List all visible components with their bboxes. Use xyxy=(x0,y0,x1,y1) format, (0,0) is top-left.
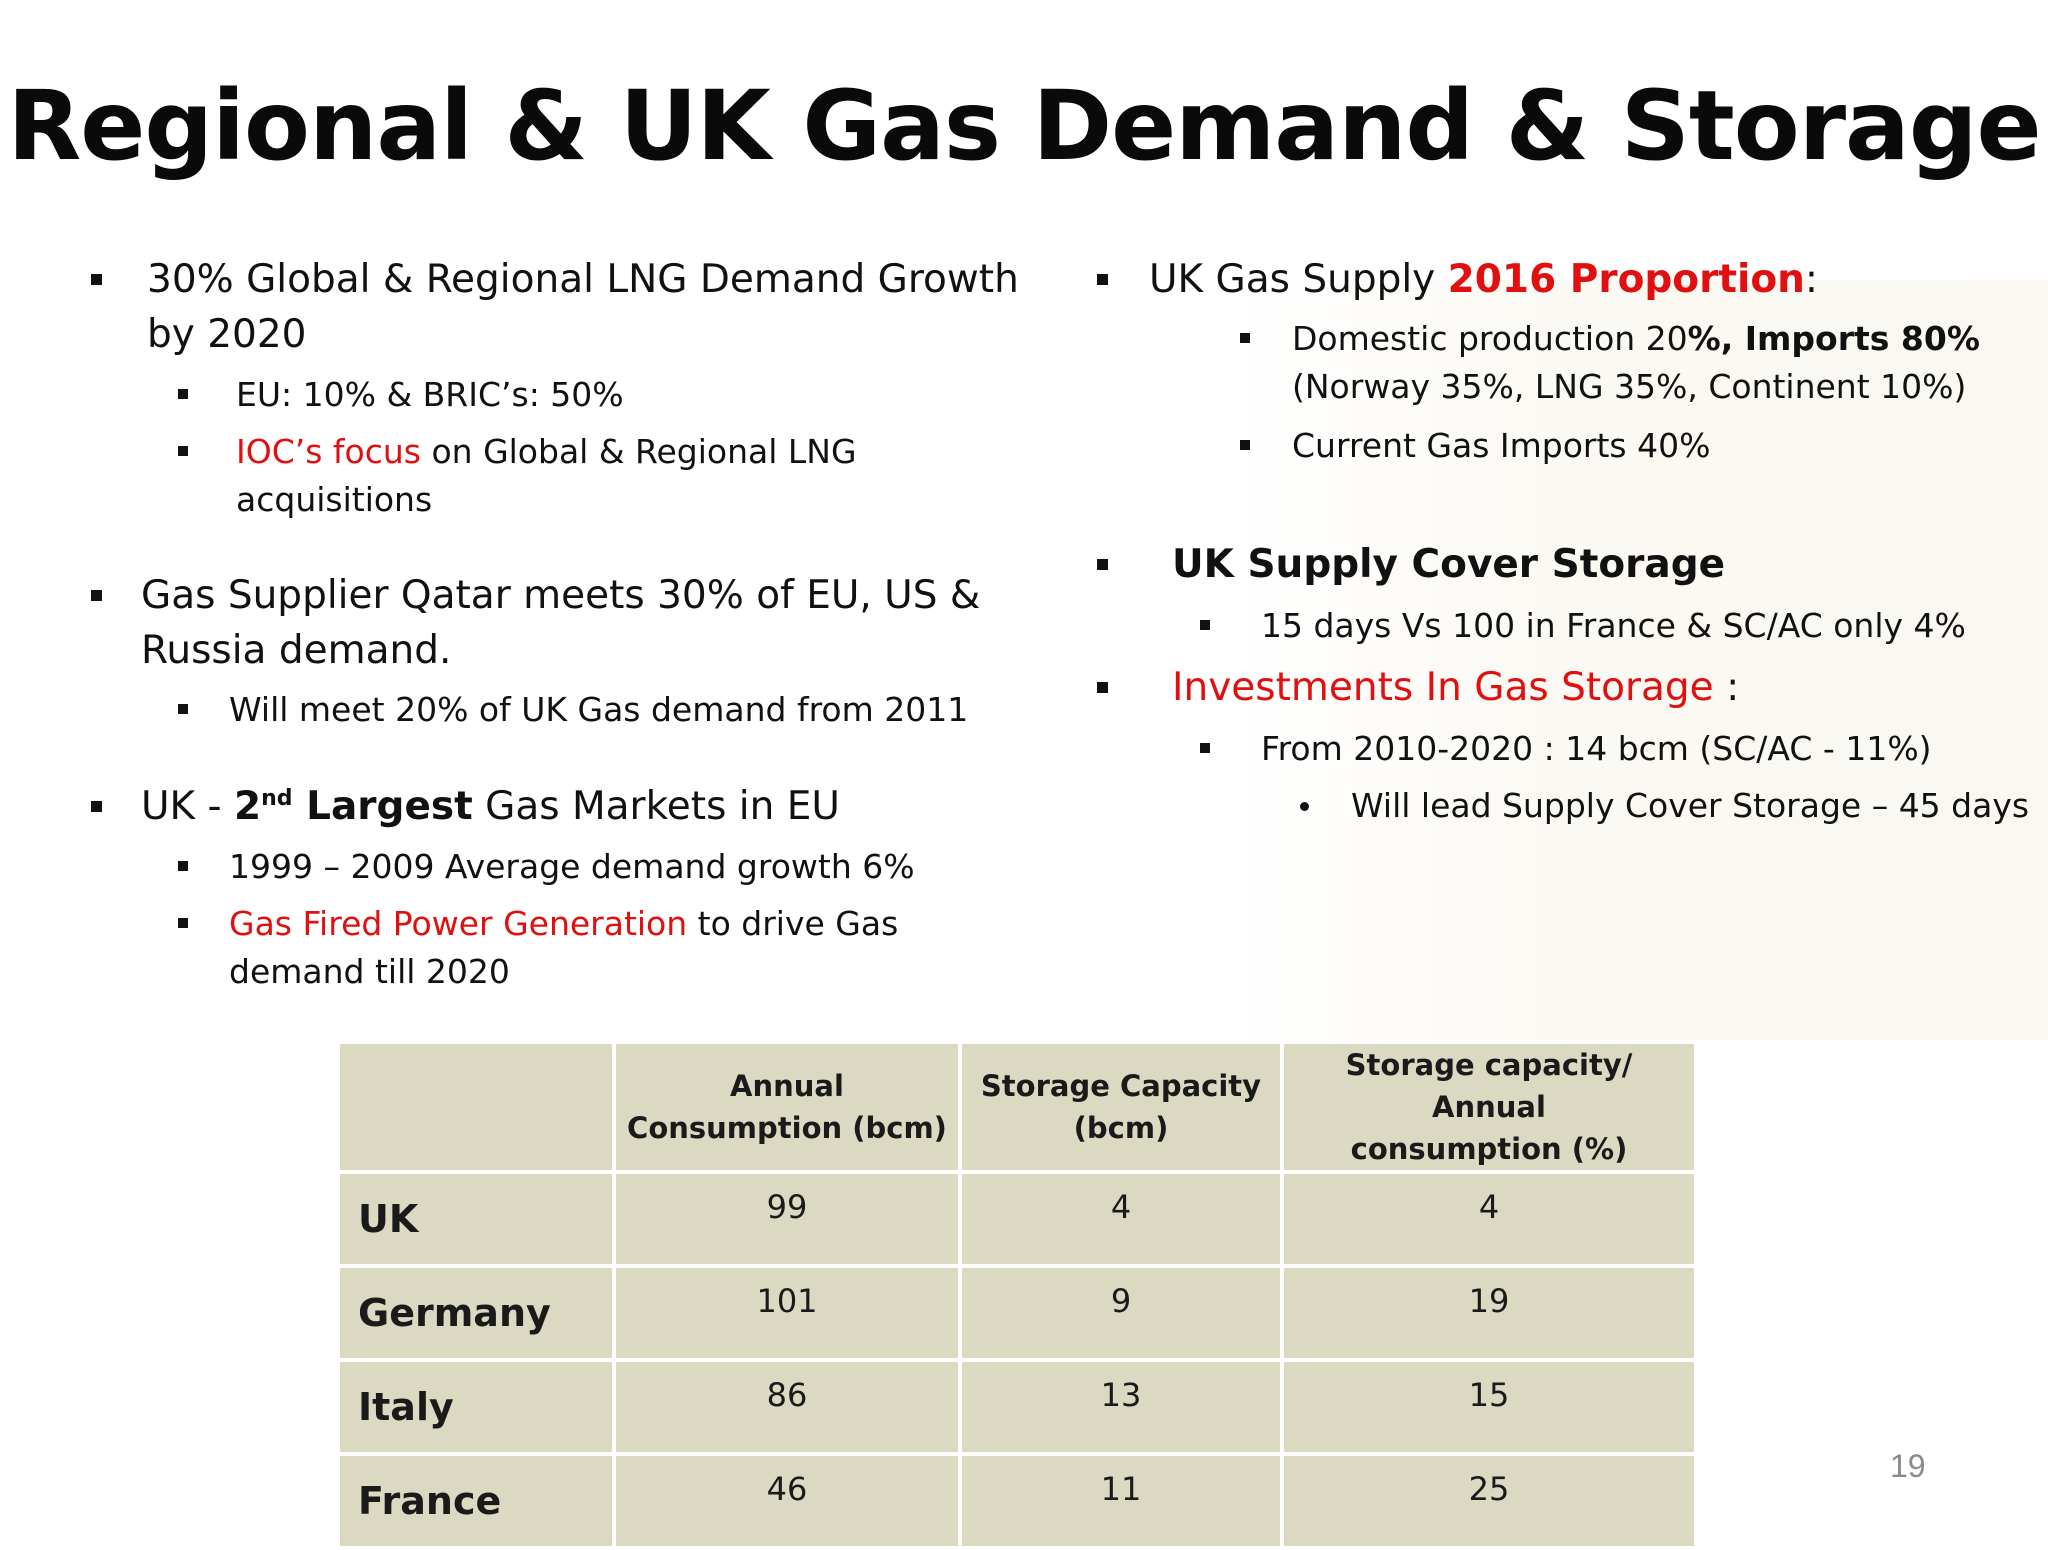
sub-bullet-text: EU: 10% & BRIC’s: 50% xyxy=(236,371,624,419)
storage-table: Annual Consumption (bcm) Storage Capacity… xyxy=(336,1040,1698,1550)
annual-cell: 99 xyxy=(614,1172,960,1266)
bullet-text: 30% Global & Regional LNG Demand Growth xyxy=(147,252,1019,307)
sub-bullet-text: (Norway 35%, LNG 35%, Continent 10%) xyxy=(1292,363,1966,411)
sub-bullet-text: Domestic production 20%, Imports 80% xyxy=(1292,315,1980,363)
sub-bullet-text: 1999 – 2009 Average demand growth 6% xyxy=(229,843,915,891)
superscript: nd xyxy=(261,786,292,811)
text-span: on Global & Regional LNG xyxy=(421,432,857,471)
table-header-cell: Annual Consumption (bcm) xyxy=(614,1042,960,1172)
highlight-text: Gas Fired Power Generation xyxy=(229,904,687,943)
square-bullet-icon xyxy=(1097,682,1108,693)
round-bullet-icon xyxy=(1300,802,1309,811)
header-line: Annual xyxy=(616,1065,958,1107)
text-span: Largest xyxy=(293,784,473,829)
header-line: Storage capacity/ Annual xyxy=(1284,1044,1694,1128)
square-bullet-icon xyxy=(178,446,188,456)
highlight-text: IOC’s focus xyxy=(236,432,421,471)
storage-cell: 11 xyxy=(960,1454,1282,1548)
table-row: Italy 86 13 15 xyxy=(338,1360,1696,1454)
table-header-cell xyxy=(338,1042,614,1172)
table-header-cell: Storage capacity/ Annual consumption (%) xyxy=(1282,1042,1696,1172)
header-line: Consumption (bcm) xyxy=(616,1107,958,1149)
country-cell: France xyxy=(338,1454,614,1548)
square-bullet-icon xyxy=(1200,743,1210,753)
bullet-text: Russia demand. xyxy=(141,623,451,678)
sub-bullet-text: Current Gas Imports 40% xyxy=(1292,422,1710,470)
square-bullet-icon xyxy=(178,704,188,714)
header-line: Storage Capacity xyxy=(962,1065,1280,1107)
country-cell: UK xyxy=(338,1172,614,1266)
sub-bullet-text: demand till 2020 xyxy=(229,948,510,996)
storage-cell: 13 xyxy=(960,1360,1282,1454)
text-span: 2 xyxy=(234,784,261,829)
highlight-text: 2016 Proportion xyxy=(1448,257,1805,302)
ratio-cell: 25 xyxy=(1282,1454,1696,1548)
text-span: : xyxy=(1805,257,1818,302)
square-bullet-icon xyxy=(1240,333,1250,343)
square-bullet-icon xyxy=(1097,559,1108,570)
header-line: consumption (%) xyxy=(1284,1128,1694,1170)
text-span: Gas Markets in EU xyxy=(473,784,840,829)
square-bullet-icon xyxy=(1240,440,1250,450)
square-bullet-icon xyxy=(91,801,102,812)
text-span: Domestic production 20 xyxy=(1292,319,1688,358)
sub-bullet-text: IOC’s focus on Global & Regional LNG xyxy=(236,428,857,476)
bullet-text: UK Supply Cover Storage xyxy=(1172,537,1725,592)
header-line: (bcm) xyxy=(962,1107,1280,1149)
bullet-text: Investments In Gas Storage : xyxy=(1172,660,1739,715)
annual-cell: 86 xyxy=(614,1360,960,1454)
bullet-text: by 2020 xyxy=(147,307,307,362)
storage-cell: 9 xyxy=(960,1266,1282,1360)
storage-cell: 4 xyxy=(960,1172,1282,1266)
annual-cell: 46 xyxy=(614,1454,960,1548)
table-header-cell: Storage Capacity (bcm) xyxy=(960,1042,1282,1172)
table-header-row: Annual Consumption (bcm) Storage Capacity… xyxy=(338,1042,1696,1172)
table-row: France 46 11 25 xyxy=(338,1454,1696,1548)
bullet-text: UK - 2nd Largest Gas Markets in EU xyxy=(141,779,840,834)
bullet-text: UK Gas Supply 2016 Proportion: xyxy=(1149,252,1818,307)
text-span: : xyxy=(1714,665,1740,710)
text-span: UK - xyxy=(141,784,234,829)
text-span: UK Gas Supply xyxy=(1149,257,1448,302)
sub-bullet-text: From 2010-2020 : 14 bcm (SC/AC - 11%) xyxy=(1261,725,1932,773)
page-number: 19 xyxy=(1890,1448,1926,1485)
table-row: UK 99 4 4 xyxy=(338,1172,1696,1266)
square-bullet-icon xyxy=(178,861,188,871)
ratio-cell: 15 xyxy=(1282,1360,1696,1454)
highlight-text: Investments In Gas Storage xyxy=(1172,665,1714,710)
country-cell: Germany xyxy=(338,1266,614,1360)
sub-bullet-text: Gas Fired Power Generation to drive Gas xyxy=(229,900,898,948)
square-bullet-icon xyxy=(1097,274,1108,285)
ratio-cell: 19 xyxy=(1282,1266,1696,1360)
page-title: Regional & UK Gas Demand & Storage xyxy=(0,70,2048,182)
country-cell: Italy xyxy=(338,1360,614,1454)
annual-cell: 101 xyxy=(614,1266,960,1360)
sub-bullet-text: Will meet 20% of UK Gas demand from 2011 xyxy=(229,686,968,734)
ratio-cell: 4 xyxy=(1282,1172,1696,1266)
square-bullet-icon xyxy=(1200,620,1210,630)
bullet-text: Gas Supplier Qatar meets 30% of EU, US & xyxy=(141,568,980,623)
sub-sub-bullet-text: Will lead Supply Cover Storage – 45 days xyxy=(1351,782,2029,830)
text-span: to drive Gas xyxy=(687,904,898,943)
sub-bullet-text: 15 days Vs 100 in France & SC/AC only 4% xyxy=(1261,602,1966,650)
sub-bullet-text: acquisitions xyxy=(236,476,432,524)
text-span: %, Imports 80% xyxy=(1688,319,1980,358)
table-row: Germany 101 9 19 xyxy=(338,1266,1696,1360)
square-bullet-icon xyxy=(178,389,188,399)
square-bullet-icon xyxy=(178,918,188,928)
square-bullet-icon xyxy=(91,590,102,601)
square-bullet-icon xyxy=(91,274,102,285)
